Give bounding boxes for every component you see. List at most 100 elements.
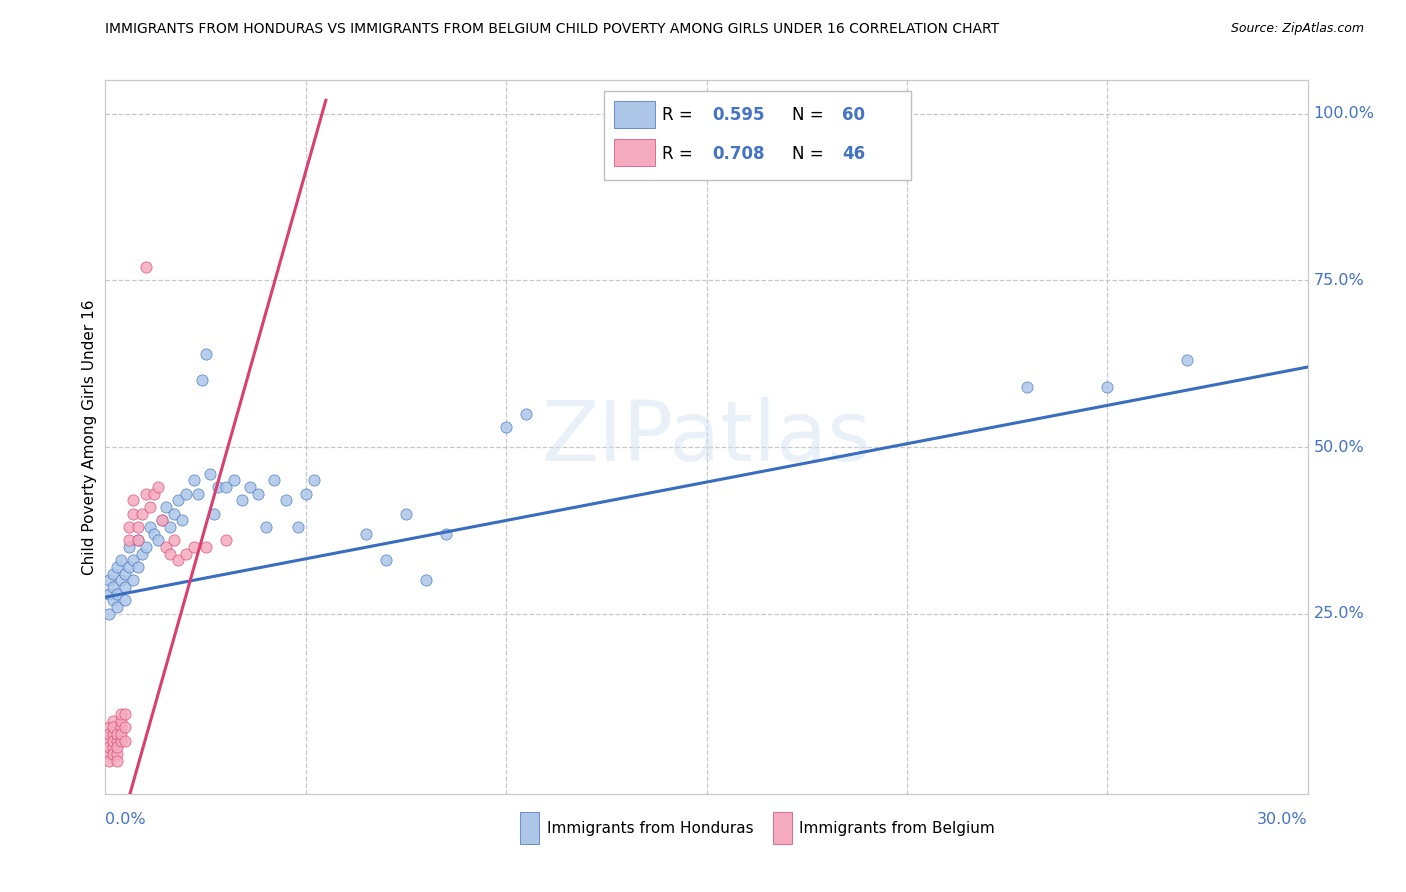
Point <box>103 740 125 755</box>
Point <box>146 480 169 494</box>
Point <box>98 727 121 741</box>
Point <box>107 727 129 741</box>
Point <box>135 540 157 554</box>
Point <box>114 706 136 721</box>
Point <box>515 407 537 421</box>
Bar <box>614 101 655 128</box>
Point <box>495 420 517 434</box>
Point <box>103 733 125 747</box>
Point <box>274 493 297 508</box>
Point <box>103 566 125 581</box>
Point <box>131 547 153 561</box>
Text: 0.0%: 0.0% <box>105 812 146 827</box>
Point <box>103 747 125 761</box>
Point <box>107 733 129 747</box>
Point <box>170 513 193 527</box>
Point <box>174 487 197 501</box>
Point <box>98 740 121 755</box>
Point <box>131 507 153 521</box>
Point <box>114 720 136 734</box>
Point <box>162 533 184 548</box>
Text: 100.0%: 100.0% <box>1313 106 1375 121</box>
Point <box>142 526 165 541</box>
Point <box>174 547 197 561</box>
Point <box>103 714 125 728</box>
Point <box>302 474 325 488</box>
Text: 75.0%: 75.0% <box>1313 273 1364 288</box>
Point <box>187 487 209 501</box>
Point <box>103 580 125 594</box>
Point <box>127 533 149 548</box>
Text: 46: 46 <box>842 145 866 162</box>
Text: 30.0%: 30.0% <box>1257 812 1308 827</box>
Point <box>1017 380 1039 394</box>
Point <box>222 474 245 488</box>
Point <box>207 480 229 494</box>
Point <box>239 480 262 494</box>
Point <box>98 747 121 761</box>
FancyBboxPatch shape <box>605 91 911 180</box>
Point <box>110 720 132 734</box>
Point <box>107 754 129 768</box>
Point <box>122 574 145 588</box>
Point <box>103 593 125 607</box>
Point <box>159 547 181 561</box>
Point <box>107 747 129 761</box>
Point <box>110 727 132 741</box>
Point <box>98 587 121 601</box>
Point <box>166 553 188 567</box>
Point <box>155 500 177 515</box>
Point <box>146 533 169 548</box>
Point <box>107 600 129 615</box>
Point <box>395 507 418 521</box>
Point <box>98 574 121 588</box>
Point <box>190 373 212 387</box>
Point <box>114 593 136 607</box>
Point <box>1097 380 1119 394</box>
Point <box>114 733 136 747</box>
Point <box>202 507 225 521</box>
Point <box>150 513 173 527</box>
Point <box>107 740 129 755</box>
Text: R =: R = <box>662 105 697 123</box>
Point <box>214 533 236 548</box>
Point <box>135 260 157 274</box>
Point <box>98 720 121 734</box>
Point <box>110 706 132 721</box>
Text: ZIPatlas: ZIPatlas <box>541 397 872 477</box>
Point <box>434 526 457 541</box>
Text: 0.708: 0.708 <box>713 145 765 162</box>
Point <box>254 520 277 534</box>
Bar <box>614 139 655 166</box>
Point <box>138 520 160 534</box>
Point <box>1177 353 1199 368</box>
Point <box>374 553 398 567</box>
Point <box>194 540 217 554</box>
Point <box>122 493 145 508</box>
Text: 0.595: 0.595 <box>713 105 765 123</box>
Point <box>194 347 217 361</box>
Point <box>150 513 173 527</box>
Bar <box>773 812 792 844</box>
Point <box>183 474 205 488</box>
Text: Immigrants from Belgium: Immigrants from Belgium <box>799 821 995 836</box>
Point <box>122 553 145 567</box>
Point <box>155 540 177 554</box>
Point <box>287 520 309 534</box>
Text: Immigrants from Honduras: Immigrants from Honduras <box>547 821 754 836</box>
Point <box>263 474 285 488</box>
Point <box>107 560 129 574</box>
Point <box>122 507 145 521</box>
Point <box>118 520 141 534</box>
Point <box>295 487 318 501</box>
Point <box>110 553 132 567</box>
Y-axis label: Child Poverty Among Girls Under 16: Child Poverty Among Girls Under 16 <box>82 300 97 574</box>
Bar <box>520 812 540 844</box>
Text: 25.0%: 25.0% <box>1313 607 1364 622</box>
Point <box>214 480 236 494</box>
Text: N =: N = <box>792 145 828 162</box>
Point <box>127 520 149 534</box>
Point <box>198 467 221 481</box>
Point <box>127 560 149 574</box>
Point <box>138 500 160 515</box>
